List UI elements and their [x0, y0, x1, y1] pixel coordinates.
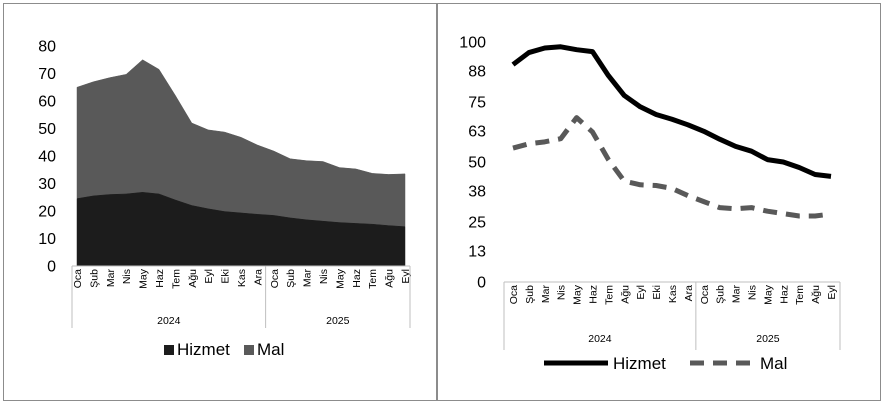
x-tick-label: Eyl	[400, 269, 412, 284]
x-tick-label: Haz	[154, 269, 166, 288]
x-tick-label: Eki	[651, 285, 663, 300]
x-tick-label: May	[334, 268, 346, 289]
y-tick-label: 100	[459, 35, 486, 52]
x-tick-label: Ağu	[187, 269, 199, 288]
group-label: 2024	[157, 315, 181, 327]
x-tick-label: Oca	[699, 285, 711, 304]
y-tick-label: 63	[468, 123, 486, 140]
legend-label-hizmet: Hizmet	[177, 340, 230, 359]
x-tick-label: Eyl	[635, 285, 647, 300]
legend-label-mal: Mal	[760, 354, 787, 373]
y-tick-label: 60	[38, 94, 56, 111]
x-tick-label: Oca	[508, 285, 520, 304]
x-tick-label: Kas	[236, 269, 248, 287]
x-tick-label: Ara	[683, 285, 695, 302]
group-label: 2025	[326, 315, 350, 327]
legend-label-hizmet: Hizmet	[613, 354, 666, 373]
y-tick-label: 10	[38, 231, 56, 248]
x-tick-label: Oca	[72, 269, 84, 288]
x-tick-label: Haz	[778, 285, 790, 304]
x-tick-label: Kas	[667, 285, 679, 303]
x-tick-label: Mar	[540, 285, 552, 304]
legend-label-mal: Mal	[257, 340, 284, 359]
legend-swatch-mal	[244, 345, 254, 355]
legend-swatch-hizmet	[164, 345, 174, 355]
x-tick-label: Haz	[351, 269, 363, 288]
y-tick-label: 88	[468, 63, 486, 80]
y-tick-label: 70	[38, 66, 56, 83]
x-tick-label: May	[762, 284, 774, 305]
x-tick-label: Tem	[367, 269, 379, 289]
x-tick-label: Ara	[252, 269, 264, 286]
x-tick-label: Şub	[715, 285, 727, 304]
stacked-area-chart: 0 10 20 30 40 50 60 70 80 Oca Şub Mar Nis May Haz Tem Ağ…	[38, 39, 412, 359]
x-tick-label: Haz	[588, 285, 600, 304]
x-tick-label: Mar	[302, 269, 314, 288]
x-tick-label: Eki	[220, 269, 232, 284]
series-line-mal	[512, 115, 832, 219]
y-tick-label: 13	[468, 243, 486, 260]
x-tick-label: Mar	[731, 285, 743, 304]
y-tick-label: 30	[38, 176, 56, 193]
group-label: 2025	[756, 333, 780, 345]
y-tick-label: 0	[47, 259, 56, 276]
x-tick-label: Tem	[794, 285, 806, 305]
y-tick-label: 80	[38, 39, 56, 56]
x-tick-label: Nis	[318, 269, 330, 284]
x-tick-label: May	[138, 268, 150, 289]
x-tick-label: Şub	[285, 269, 297, 288]
area-hizmet	[76, 192, 406, 267]
series-line-hizmet	[511, 44, 832, 179]
x-tick-label: May	[572, 284, 584, 305]
x-tick-label: Şub	[524, 285, 536, 304]
x-tick-label: Tem	[603, 285, 615, 305]
y-tick-label: 25	[468, 215, 486, 232]
y-tick-label: 40	[38, 149, 56, 166]
x-tick-label: Ağu	[384, 269, 396, 288]
y-tick-label: 20	[38, 204, 56, 221]
x-tick-label: Nis	[747, 285, 759, 300]
x-tick-label: Mar	[105, 269, 117, 288]
left-chart-panel: 0 10 20 30 40 50 60 70 80 Oca Şub Mar Nis May Haz Tem Ağ…	[3, 3, 437, 401]
y-tick-label: 38	[468, 183, 486, 200]
x-tick-label: Ağu	[619, 285, 631, 304]
x-tick-label: Eyl	[203, 269, 215, 284]
y-tick-label: 75	[468, 95, 486, 112]
y-tick-label: 50	[468, 155, 486, 172]
x-tick-label: Ağu	[810, 285, 822, 304]
y-tick-label: 50	[38, 121, 56, 138]
x-tick-label: Oca	[269, 269, 281, 288]
x-tick-label: Eyl	[826, 285, 838, 300]
x-tick-label: Nis	[121, 269, 133, 284]
x-tick-label: Şub	[88, 269, 100, 288]
x-tick-label: Nis	[556, 285, 568, 300]
y-tick-label: 0	[477, 275, 486, 292]
x-tick-label: Tem	[170, 269, 182, 289]
group-label: 2024	[588, 333, 612, 345]
right-chart-panel: 0 13 25 38 50 63 75 88 100 Oca Şub Mar Nis May Haz Tem A…	[437, 3, 881, 401]
